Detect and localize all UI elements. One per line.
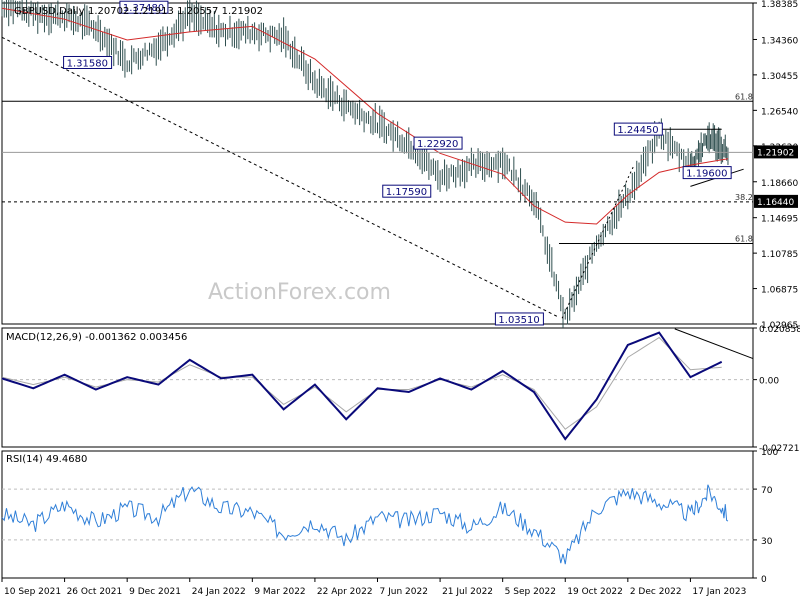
annotation-label: 1.37480 bbox=[123, 3, 164, 14]
fib-label: 38.2 bbox=[735, 193, 753, 202]
y-tick-label: 1.06875 bbox=[761, 286, 798, 296]
annotation-label: 1.03510 bbox=[498, 315, 539, 326]
x-tick-label: 17 Jan 2023 bbox=[692, 587, 746, 597]
current-price-box bbox=[754, 145, 798, 159]
annotation-box bbox=[119, 0, 169, 14]
x-tick-label: 9 Mar 2022 bbox=[254, 587, 305, 597]
y-tick-label: 1.02965 bbox=[761, 321, 798, 331]
annotation-box bbox=[63, 55, 113, 69]
chart-title: GBPUSD,Daily bbox=[14, 6, 85, 17]
fib-label: 61.8 bbox=[735, 235, 753, 244]
x-tick-label: 9 Dec 2021 bbox=[129, 587, 181, 597]
uptrend-line bbox=[561, 164, 635, 319]
price-annotation: 1.37480 bbox=[119, 0, 169, 14]
x-tick-label: 7 Jun 2022 bbox=[380, 587, 428, 597]
annotation-label: 1.17590 bbox=[386, 187, 427, 198]
annotation-label: 1.19600 bbox=[686, 169, 727, 180]
annotation-box bbox=[682, 166, 732, 180]
y-tick-label: 1.26540 bbox=[761, 107, 798, 117]
annotation-box bbox=[382, 184, 432, 198]
macd-tick-label: 0.00 bbox=[759, 377, 779, 387]
annotation-box bbox=[494, 312, 544, 326]
y-tick-label: 1.18660 bbox=[761, 179, 798, 189]
x-tick-label: 19 Oct 2022 bbox=[567, 587, 623, 597]
rsi-line bbox=[1, 484, 729, 565]
level-tag: 1.16440 bbox=[754, 194, 798, 208]
panel-frame-0 bbox=[1, 2, 754, 325]
y-tick-label: 1.38385 bbox=[761, 0, 798, 10]
rsi-tick-label: 0 bbox=[761, 575, 767, 585]
x-tick-label: 10 Sep 2021 bbox=[4, 587, 61, 597]
level-label: 1.16440 bbox=[757, 198, 794, 208]
macd-title: MACD(12,26,9) -0.001362 0.003456 bbox=[6, 332, 187, 343]
x-tick-label: 21 Jul 2022 bbox=[442, 587, 493, 597]
y-tick-label: 1.14695 bbox=[761, 215, 798, 225]
price-annotation: 1.19600 bbox=[682, 166, 732, 180]
ohlc-readout: 1.20702 1.21913 1.20557 1.21902 bbox=[88, 6, 263, 17]
x-tick-label: 22 Apr 2022 bbox=[317, 587, 373, 597]
level-box bbox=[754, 194, 798, 208]
rsi-title: RSI(14) 49.4680 bbox=[6, 454, 87, 465]
macd-divergence-line bbox=[674, 328, 754, 360]
moving-average-line bbox=[1, 7, 729, 225]
x-tick-label: 2 Dec 2022 bbox=[630, 587, 682, 597]
price-annotation: 1.24450 bbox=[613, 122, 663, 136]
price-annotation: 1.22920 bbox=[413, 136, 463, 150]
price-annotation: 1.17590 bbox=[382, 184, 432, 198]
downtrend-line bbox=[1, 36, 560, 318]
macd-tick-label: -0.027213 bbox=[759, 444, 800, 454]
y-tick-label: 1.10785 bbox=[761, 250, 798, 260]
macd-tick-label: 0.020858 bbox=[759, 325, 800, 335]
price-annotation: 1.31580 bbox=[63, 55, 113, 69]
rsi-tick-label: 30 bbox=[761, 537, 773, 547]
x-tick-label: 5 Sep 2022 bbox=[505, 587, 556, 597]
x-tick-label: 24 Jan 2022 bbox=[192, 587, 246, 597]
annotation-box bbox=[413, 136, 463, 150]
annotation-label: 1.31580 bbox=[67, 58, 108, 69]
watermark: ActionForex.com bbox=[208, 280, 391, 305]
x-tick-label: 26 Oct 2021 bbox=[67, 587, 123, 597]
price-annotation: 1.03510 bbox=[494, 312, 544, 326]
panel-frame-2 bbox=[1, 450, 754, 579]
fib-label: 61.8 bbox=[735, 92, 753, 101]
annotation-label: 1.24450 bbox=[617, 125, 658, 136]
y-tick-label: 1.30455 bbox=[761, 72, 798, 82]
annotation-label: 1.22920 bbox=[417, 139, 458, 150]
price-bars bbox=[1, 0, 729, 328]
macd-signal-line bbox=[1, 336, 722, 430]
current-price-tag: 1.21902 bbox=[754, 145, 798, 159]
rsi-tick-label: 100 bbox=[761, 448, 778, 458]
macd-line bbox=[1, 331, 723, 441]
y-tick-label: 1.34360 bbox=[761, 36, 798, 46]
current-price-label: 1.21902 bbox=[757, 148, 794, 158]
rsi-tick-label: 70 bbox=[761, 486, 773, 496]
annotation-box bbox=[613, 122, 663, 136]
